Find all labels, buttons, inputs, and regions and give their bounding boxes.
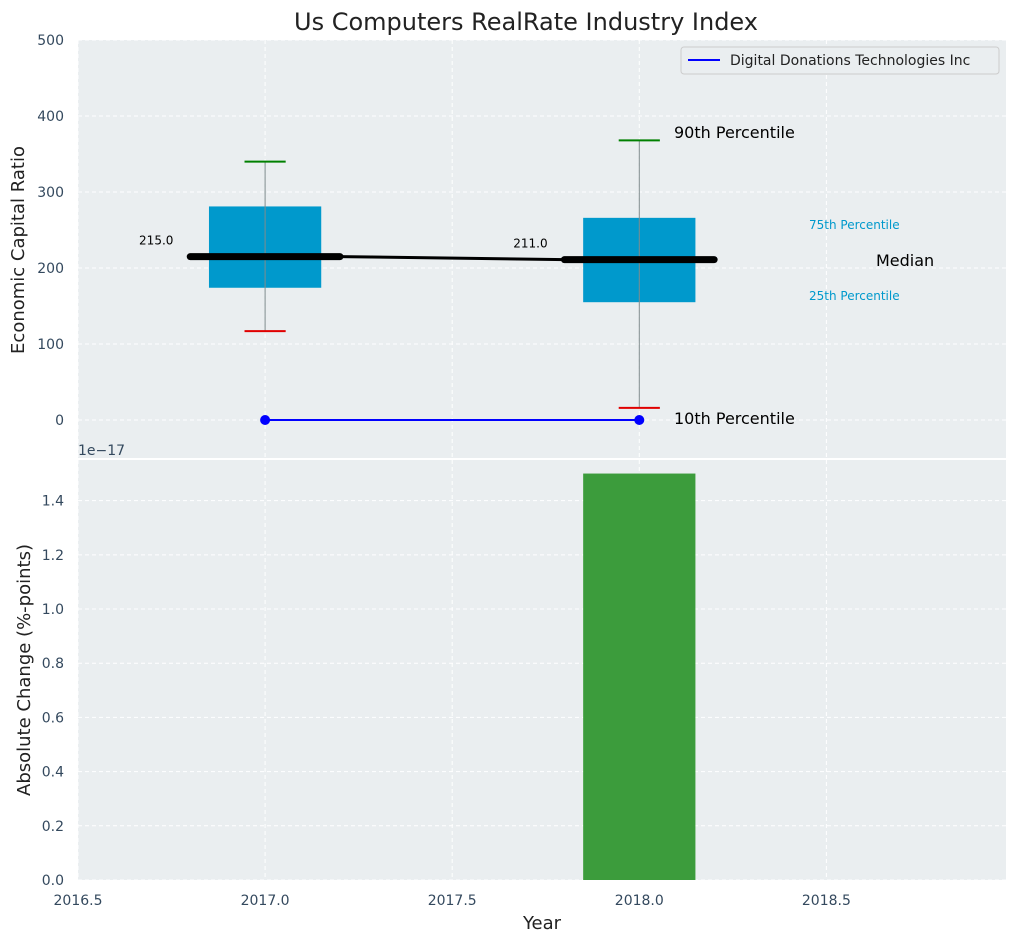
bottom-panel: 0.00.20.40.60.81.01.21.4 2016.5 2017.0 201… [14,443,1006,934]
bottom-y-tick-label: 0.6 [42,710,64,726]
series-point [634,415,645,425]
bottom-y-tick-label: 0.4 [42,765,64,781]
top-y-tick-label: 0 [55,413,64,429]
median-value-label: 215.0 [139,234,173,248]
top-panel: 0 100 200 300 400 500 215.0 211.0 Economic Cap… [8,33,1006,458]
annotation-25th: 25th Percentile [809,289,900,303]
legend-label: Digital Donations Technologies Inc [730,53,970,69]
bottom-plot-area [78,460,1006,880]
bottom-grid [77,460,1006,881]
x-tick-label: 2018.5 [802,893,851,909]
bottom-y-tick-label: 1.4 [42,494,64,510]
annotation-90th: 90th Percentile [674,123,795,142]
bottom-y-ticks: 0.0 0.2 0.4 0.6 0.8 1.0 1.2 1.4 [42,494,64,889]
top-y-ticks: 0 100 200 300 400 500 [37,33,64,429]
x-tick-label: 2017.5 [428,893,477,909]
bottom-y-tick-label: 0.8 [42,656,64,672]
top-marks: 215.0 211.0 [139,139,718,425]
bottom-y-tick-label: 0.0 [42,873,64,889]
bottom-marks [583,473,696,880]
x-tick-label: 2017.0 [241,893,290,909]
chart-title: Us Computers RealRate Industry Index [294,8,758,36]
bottom-y-axis-label: Absolute Change (%-points) [14,544,35,796]
bottom-y-tick-label: 0.2 [42,819,64,835]
legend-box [680,46,1000,75]
x-tick-label: 2018.0 [615,893,664,909]
top-y-tick-label: 300 [37,185,64,201]
x-tick-label: 2016.5 [54,893,103,909]
median-value-label: 211.0 [513,237,547,251]
bottom-y-tick-label: 1.2 [42,548,64,564]
top-y-tick-label: 200 [37,261,64,277]
annotation-10th: 10th Percentile [674,409,795,428]
top-y-tick-label: 500 [37,33,64,49]
bottom-y-tick-label: 1.0 [42,602,64,618]
legend: Digital Donations Technologies Inc [680,46,1000,75]
top-y-tick-label: 100 [37,337,64,353]
annotation-75th: 75th Percentile [809,218,900,232]
series-point [260,415,271,425]
offset-text: 1e−17 [78,443,125,459]
top-y-tick-label: 400 [37,109,64,125]
x-axis-label: Year [522,913,562,934]
median-trend-line [339,255,565,262]
change-bar [583,473,696,880]
percentile-annotations: 90th Percentile 75th Percentile Median 2… [674,123,934,428]
annotation-median: Median [876,251,934,270]
bottom-x-ticks: 2016.5 2017.0 2017.5 2018.0 2018.5 [54,893,851,909]
top-y-axis-label: Economic Capital Ratio [8,146,29,354]
